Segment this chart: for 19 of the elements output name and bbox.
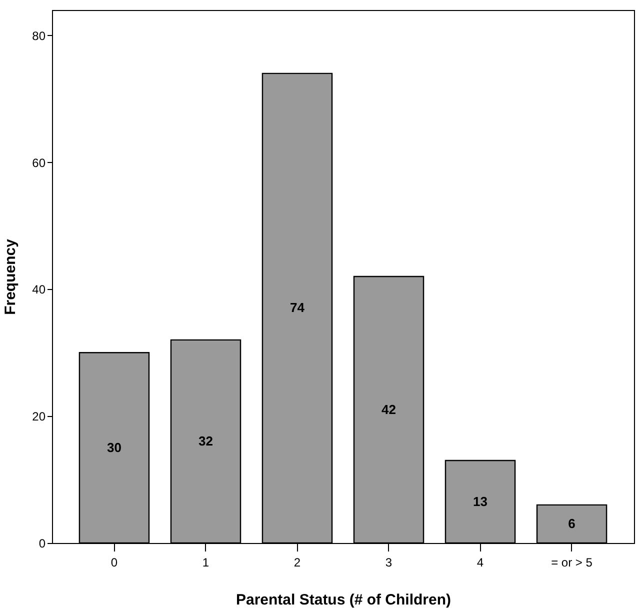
data-label: 30	[106, 440, 122, 455]
y-tick-label: 20	[32, 410, 46, 424]
x-tick-label: = or > 5	[551, 556, 593, 570]
data-label: 74	[290, 300, 306, 316]
data-label: 42	[382, 402, 396, 417]
y-axis-title: Frequency	[2, 238, 20, 315]
x-axis-title: Parental Status (# of Children)	[236, 592, 452, 608]
x-tick-label: 4	[476, 556, 484, 570]
y-tick-label: 60	[32, 156, 46, 170]
y-tick-label: 40	[32, 282, 46, 297]
x-tick-label: 2	[294, 556, 301, 570]
y-tick-label: 0	[38, 536, 46, 550]
data-label: 6	[568, 516, 576, 531]
x-tick-label: 3	[385, 556, 392, 570]
data-label: 32	[198, 433, 213, 448]
x-tick-label: 0	[110, 556, 118, 570]
data-label: 13	[473, 494, 488, 509]
x-tick-label: 1	[202, 556, 210, 570]
y-tick-label: 80	[32, 28, 46, 43]
